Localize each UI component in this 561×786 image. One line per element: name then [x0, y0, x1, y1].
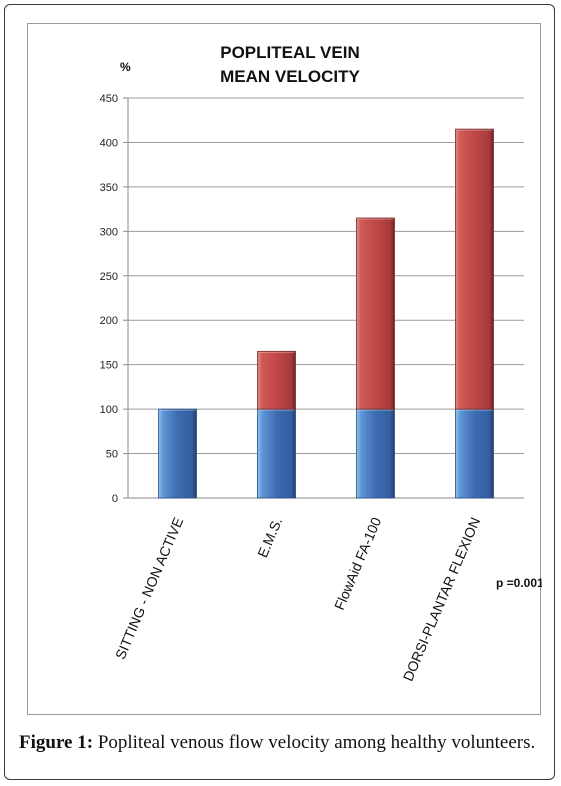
y-tick-label: 150 — [100, 360, 118, 372]
x-category-label: DORSI-PLANTAR FLEXION — [400, 515, 484, 684]
y-tick-label: 200 — [100, 315, 118, 327]
y-tick-label: 250 — [100, 271, 118, 283]
x-category-label: SITTING - NON ACTIVE — [112, 515, 186, 662]
bar-chart: POPLITEAL VEIN MEAN VELOCITY % 0 50 100 150 2… — [100, 43, 542, 684]
caption-label: Figure 1: — [19, 732, 94, 753]
bar-segment-red — [455, 128, 494, 410]
x-category-label: E.M.S. — [254, 515, 285, 560]
chart-title-line: MEAN VELOCITY — [220, 67, 360, 86]
bar-segment-blue — [158, 408, 197, 499]
y-axis-label: % — [120, 60, 131, 74]
chart-title-line: POPLITEAL VEIN — [220, 43, 360, 62]
bar-segment-blue — [455, 408, 494, 499]
y-tick-label: 0 — [112, 493, 118, 505]
y-tick-label: 400 — [100, 137, 118, 149]
figure-frame: POPLITEAL VEIN MEAN VELOCITY % 0 50 100 150 2… — [4, 4, 555, 780]
bar-segment-blue — [257, 408, 296, 499]
bar-segment-red — [257, 350, 296, 410]
caption-text: Popliteal venous flow velocity among hea… — [93, 732, 536, 753]
bar-segment-red — [356, 217, 395, 410]
y-tick-label: 50 — [106, 449, 118, 461]
chart-area: POPLITEAL VEIN MEAN VELOCITY % 0 50 100 150 2… — [27, 23, 542, 715]
y-tick-label: 450 — [100, 93, 118, 105]
bar-segment-blue — [356, 408, 395, 499]
x-category-label: FlowAid FA-100 — [331, 515, 384, 612]
y-tick-label: 350 — [100, 182, 118, 194]
p-value-annotation: p =0.001 — [496, 576, 542, 590]
y-tick-label: 300 — [100, 226, 118, 238]
y-tick-label: 100 — [100, 404, 118, 416]
figure-caption: Figure 1: Popliteal venous flow velocity… — [19, 732, 559, 754]
